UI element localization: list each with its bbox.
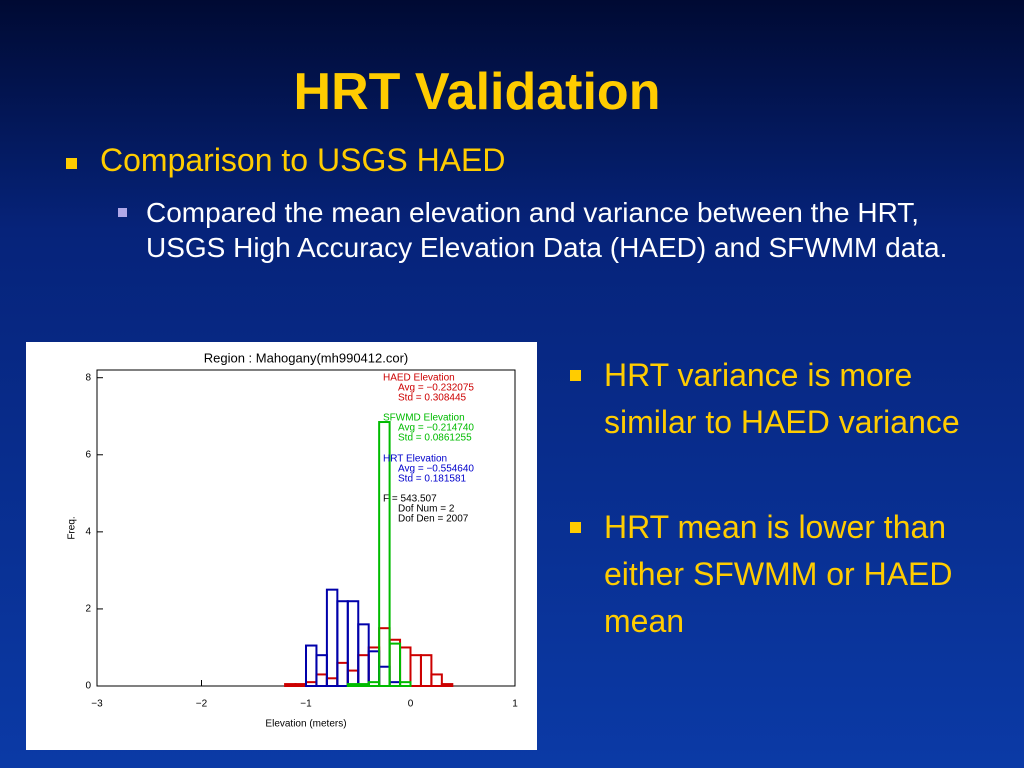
annotation: HAED Elevation	[383, 373, 455, 384]
histogram-bar	[294, 683, 307, 688]
histogram-bar	[440, 683, 454, 688]
sub-bullet: Compared the mean elevation and variance…	[146, 197, 948, 263]
annotation: Std = 0.181581	[398, 474, 467, 485]
histogram-bar	[430, 673, 443, 688]
histogram-bar	[399, 681, 412, 687]
annotation: Dof Num = 2	[398, 504, 455, 515]
bullet-marker	[570, 370, 581, 381]
histogram-bar	[305, 644, 318, 688]
annotation: Std = 0.308445	[398, 393, 467, 404]
histogram-bar	[399, 646, 412, 687]
histogram-bar	[346, 683, 360, 688]
histogram-bar	[357, 683, 370, 688]
y-tick-label: 8	[85, 372, 91, 383]
histogram-bar	[325, 677, 339, 688]
y-tick-label: 0	[85, 681, 91, 692]
x-tick-label: −1	[300, 699, 312, 710]
annotation: Avg = −0.232075	[398, 383, 474, 394]
y-tick-label: 4	[85, 526, 91, 537]
slide-title: HRT Validation	[293, 63, 661, 121]
histogram-bar	[315, 654, 328, 688]
histogram-bar	[284, 683, 297, 688]
annotation: Std = 0.0861255	[398, 433, 472, 444]
bullet: HRT mean is lower than either SFWMM or H…	[604, 509, 953, 639]
y-tick-label: 6	[85, 449, 91, 460]
histogram-bar	[336, 661, 349, 688]
histogram-bar	[367, 646, 381, 687]
annotation: Avg = −0.554640	[398, 464, 474, 475]
x-tick-label: −3	[91, 699, 103, 710]
annotation: Dof Den = 2007	[398, 514, 469, 525]
histogram-bar	[388, 638, 402, 688]
histogram-bar	[325, 588, 339, 687]
annotation: F = 543.507	[383, 494, 437, 505]
chart-title: Region : Mahogany(mh990412.cor)	[204, 350, 409, 365]
x-tick-label: 1	[512, 699, 518, 710]
x-axis-label: Elevation (meters)	[265, 719, 346, 730]
histogram-bar	[388, 642, 402, 687]
y-axis-label: Freq.	[67, 516, 78, 539]
x-tick-label: 0	[408, 699, 414, 710]
histogram-bar	[378, 665, 391, 688]
chart: Region : Mahogany(mh990412.cor) Elevatio…	[26, 342, 537, 750]
bullet: Comparison to USGS HAED	[100, 142, 506, 178]
histogram-bar	[367, 681, 381, 687]
annotation: HRT Elevation	[383, 454, 447, 465]
sub-bullet-marker	[118, 208, 127, 217]
bullet: HRT variance is more similar to HAED var…	[604, 357, 960, 440]
annotation: Avg = −0.214740	[398, 423, 474, 434]
histogram-bar	[378, 421, 391, 688]
histogram-bar	[336, 600, 349, 687]
bullet-marker	[570, 522, 581, 533]
histogram-bar	[367, 650, 381, 688]
histogram-bar	[346, 600, 360, 687]
histogram-bar	[419, 654, 433, 688]
histogram-bar	[357, 654, 370, 688]
bullet-marker	[66, 158, 77, 169]
histogram-bar	[409, 654, 422, 688]
histogram-bar	[315, 673, 328, 688]
histogram-bar	[378, 627, 391, 688]
x-tick-label: −2	[196, 699, 208, 710]
y-tick-label: 2	[85, 604, 91, 615]
annotation: SFWMD Elevation	[383, 413, 465, 424]
